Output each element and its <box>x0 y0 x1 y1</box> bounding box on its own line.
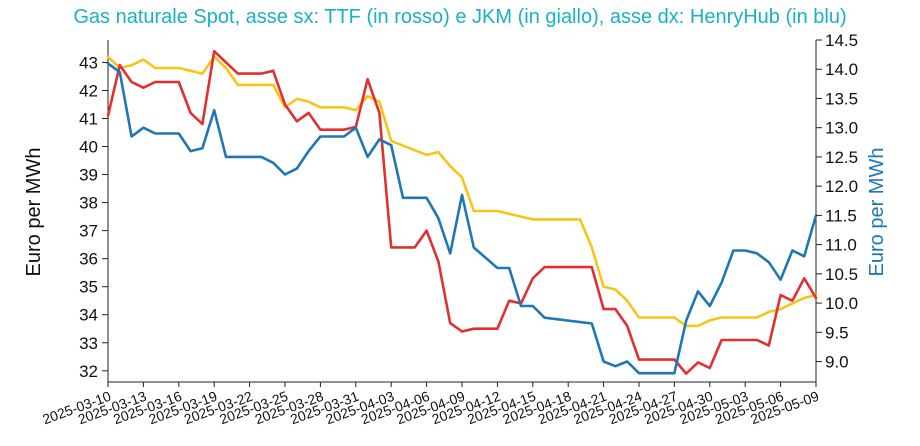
y2-tick-label: 13.0 <box>825 119 858 138</box>
y2-tick-label: 11.0 <box>825 236 857 255</box>
y-tick-label: 37 <box>79 222 98 241</box>
x-axis-ticks: 2025-03-102025-03-132025-03-162025-03-19… <box>40 382 821 427</box>
y-tick-label: 32 <box>79 362 98 381</box>
y2-tick-label: 10.0 <box>825 294 858 313</box>
y2-tick-label: 14.5 <box>825 31 858 50</box>
y-axis-label-left: Euro per MWh <box>23 148 45 277</box>
y2-tick-label: 9.0 <box>825 353 849 372</box>
right-axis-ticks: 9.0 9.5 10.0 10.5 11.0 11.5 12.0 12.5 13.0 13.5 14… <box>816 31 858 372</box>
series-line-henryhub <box>106 62 818 375</box>
series-line-jkm <box>106 55 818 328</box>
series-line-ttf <box>106 49 818 375</box>
series-lines <box>106 49 818 375</box>
y-tick-label: 36 <box>79 250 98 269</box>
y-tick-label: 41 <box>79 109 98 128</box>
chart-title: Gas naturale Spot, asse sx: TTF (in ross… <box>73 6 847 28</box>
y-tick-label: 43 <box>79 53 98 72</box>
y-tick-label: 34 <box>79 306 98 325</box>
y-tick-label: 38 <box>79 194 98 213</box>
y2-tick-label: 9.5 <box>825 323 849 342</box>
y-tick-label: 40 <box>79 138 98 157</box>
y-tick-label: 42 <box>79 81 98 100</box>
y-axis-label-right: Euro per MWh <box>866 148 888 277</box>
y2-tick-label: 12.5 <box>825 148 858 167</box>
y2-tick-label: 12.0 <box>825 177 858 196</box>
y-tick-label: 35 <box>79 278 98 297</box>
y2-tick-label: 10.5 <box>825 265 858 284</box>
x-tick-label: 2025-05-09 <box>748 388 821 428</box>
y2-tick-label: 13.5 <box>825 89 858 108</box>
y2-tick-label: 11.5 <box>825 206 857 225</box>
y2-tick-label: 14.0 <box>825 60 858 79</box>
left-axis-ticks: 32 33 34 35 36 37 38 39 40 41 42 43 <box>79 53 108 381</box>
y-tick-label: 39 <box>79 166 98 185</box>
y-tick-label: 33 <box>79 334 98 353</box>
